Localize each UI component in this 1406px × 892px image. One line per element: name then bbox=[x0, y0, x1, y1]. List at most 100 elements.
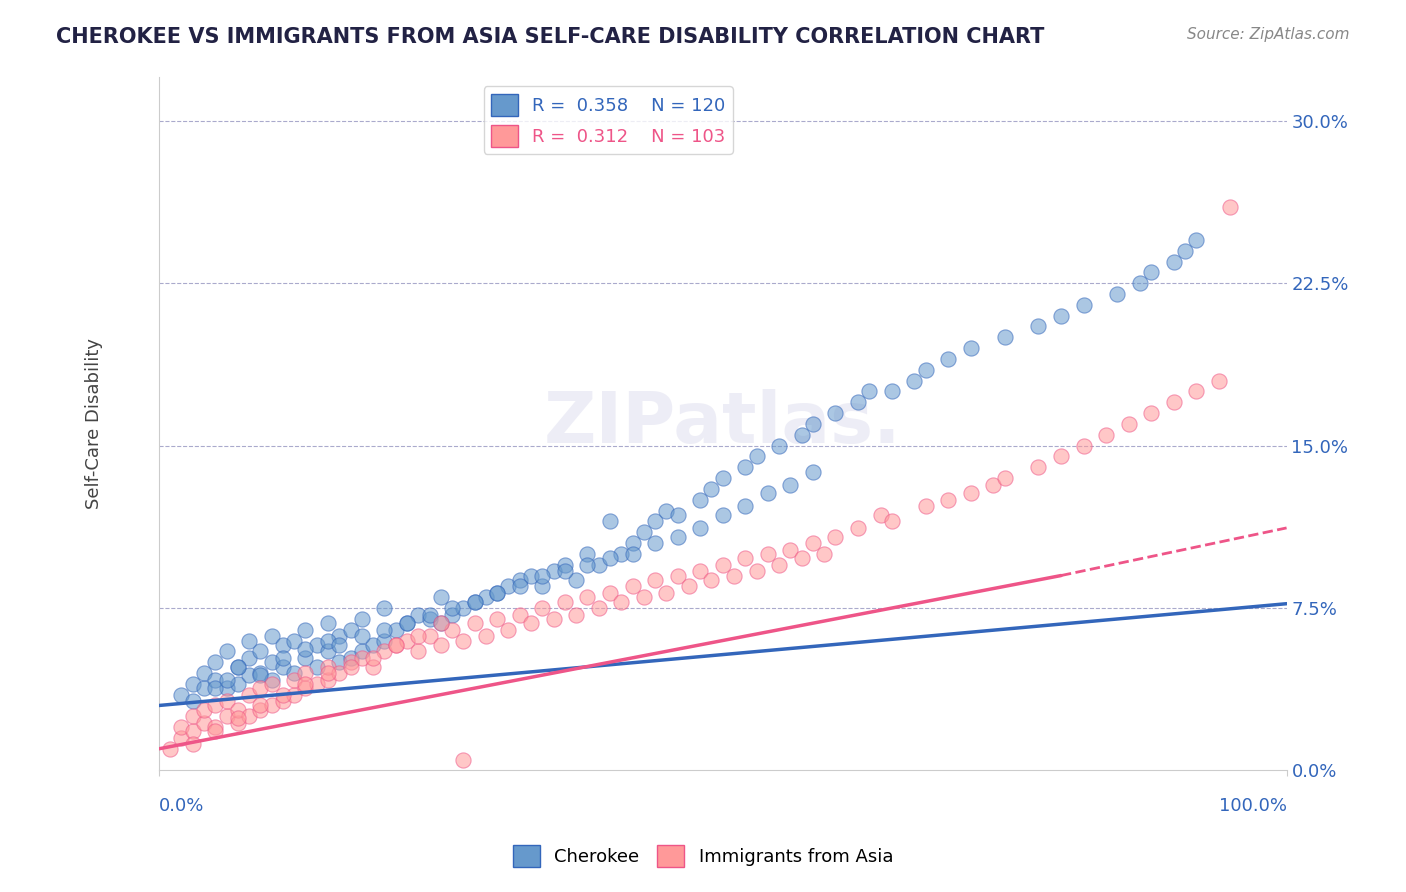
Point bbox=[283, 665, 305, 680]
Point bbox=[1073, 439, 1095, 453]
Point bbox=[633, 525, 655, 540]
Point bbox=[599, 515, 621, 529]
Point bbox=[655, 586, 678, 600]
Point bbox=[181, 738, 204, 752]
Point bbox=[430, 616, 453, 631]
Point bbox=[610, 547, 633, 561]
Point bbox=[430, 638, 453, 652]
Point bbox=[453, 633, 475, 648]
Point bbox=[599, 551, 621, 566]
Point bbox=[1140, 265, 1163, 279]
Point bbox=[350, 644, 373, 658]
Point bbox=[204, 698, 226, 713]
Point bbox=[453, 753, 475, 767]
Point bbox=[565, 607, 588, 622]
Point bbox=[406, 644, 429, 658]
Point bbox=[373, 633, 395, 648]
Point bbox=[576, 547, 599, 561]
Point bbox=[204, 655, 226, 669]
Point bbox=[633, 591, 655, 605]
Point bbox=[350, 650, 373, 665]
Point bbox=[373, 644, 395, 658]
Point bbox=[204, 724, 226, 739]
Point bbox=[588, 558, 610, 572]
Point bbox=[238, 709, 260, 723]
Point bbox=[316, 616, 339, 631]
Point bbox=[215, 644, 238, 658]
Point bbox=[441, 607, 464, 622]
Point bbox=[238, 688, 260, 702]
Point bbox=[226, 659, 249, 673]
Point bbox=[283, 633, 305, 648]
Point bbox=[576, 558, 599, 572]
Point bbox=[936, 492, 959, 507]
Point bbox=[475, 629, 498, 643]
Point bbox=[700, 573, 723, 587]
Point bbox=[779, 542, 801, 557]
Point bbox=[1174, 244, 1197, 258]
Point bbox=[226, 659, 249, 673]
Point bbox=[801, 465, 824, 479]
Point bbox=[756, 486, 779, 500]
Point bbox=[621, 547, 644, 561]
Point bbox=[655, 503, 678, 517]
Point bbox=[238, 633, 260, 648]
Point bbox=[790, 427, 813, 442]
Point bbox=[204, 673, 226, 687]
Point bbox=[790, 551, 813, 566]
Point bbox=[350, 612, 373, 626]
Point bbox=[813, 547, 835, 561]
Point bbox=[498, 623, 520, 637]
Point bbox=[689, 564, 711, 578]
Point bbox=[531, 601, 554, 615]
Point bbox=[700, 482, 723, 496]
Point bbox=[644, 536, 666, 550]
Point bbox=[271, 659, 294, 673]
Point bbox=[249, 668, 271, 682]
Point bbox=[464, 616, 486, 631]
Point bbox=[339, 655, 361, 669]
Point bbox=[1118, 417, 1140, 431]
Point bbox=[1185, 384, 1208, 399]
Point bbox=[1107, 287, 1129, 301]
Point bbox=[441, 601, 464, 615]
Point bbox=[181, 724, 204, 739]
Point bbox=[226, 711, 249, 725]
Legend: Cherokee, Immigrants from Asia: Cherokee, Immigrants from Asia bbox=[505, 838, 901, 874]
Point bbox=[531, 579, 554, 593]
Point bbox=[554, 558, 576, 572]
Point bbox=[170, 688, 193, 702]
Point bbox=[328, 638, 350, 652]
Point bbox=[621, 536, 644, 550]
Point bbox=[294, 677, 316, 691]
Point bbox=[509, 579, 531, 593]
Point bbox=[554, 564, 576, 578]
Point bbox=[328, 629, 350, 643]
Point bbox=[588, 601, 610, 615]
Point bbox=[734, 500, 756, 514]
Point bbox=[565, 573, 588, 587]
Point bbox=[430, 591, 453, 605]
Point bbox=[305, 659, 328, 673]
Point bbox=[711, 508, 734, 522]
Point bbox=[193, 665, 215, 680]
Point bbox=[858, 384, 880, 399]
Point bbox=[610, 594, 633, 608]
Point bbox=[294, 650, 316, 665]
Point bbox=[215, 673, 238, 687]
Point bbox=[486, 612, 509, 626]
Point bbox=[294, 623, 316, 637]
Point bbox=[395, 616, 418, 631]
Point bbox=[880, 515, 903, 529]
Point bbox=[1208, 374, 1230, 388]
Point bbox=[723, 568, 745, 582]
Point bbox=[464, 594, 486, 608]
Text: 100.0%: 100.0% bbox=[1219, 797, 1286, 814]
Point bbox=[384, 623, 406, 637]
Point bbox=[271, 650, 294, 665]
Point bbox=[249, 703, 271, 717]
Point bbox=[756, 547, 779, 561]
Point bbox=[779, 477, 801, 491]
Point bbox=[361, 659, 384, 673]
Point bbox=[316, 659, 339, 673]
